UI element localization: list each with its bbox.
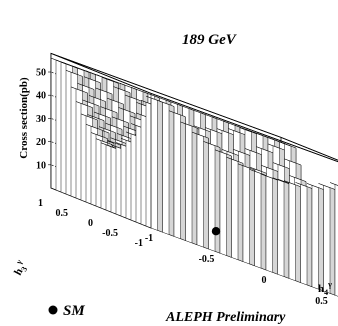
lego-bar <box>157 100 175 237</box>
lego-bars <box>50 57 338 297</box>
sm-legend-marker <box>48 305 58 315</box>
energy-label: 189 GeV <box>182 32 238 48</box>
sm-legend-label: SM <box>63 303 85 319</box>
z-tick-label: 20 <box>36 137 46 148</box>
h3-tick-label: 0.5 <box>56 208 69 219</box>
lego-bar <box>272 177 290 279</box>
z-tick-label: 10 <box>36 160 46 171</box>
z-axis-title: Cross section(pb) <box>18 77 30 159</box>
preliminary-label: ALEPH Preliminary <box>165 310 286 325</box>
lego-bar <box>203 141 221 254</box>
h3-tick-label: 1 <box>38 198 43 209</box>
h4-tick-label: -0.5 <box>199 254 215 265</box>
lego-bar <box>226 156 244 262</box>
lego-bar <box>214 149 232 258</box>
sm-point <box>211 227 221 236</box>
top-frame <box>50 53 338 163</box>
h3-tick-label: 0 <box>88 218 93 229</box>
z-tick-label: 30 <box>36 114 46 125</box>
h3-axis-title: h3γ <box>9 258 31 278</box>
lego-bar <box>260 173 278 275</box>
h3-tick-label: -1 <box>135 238 143 249</box>
h3-tick-label: -0.5 <box>102 228 118 239</box>
lego-bar <box>191 131 209 250</box>
h4-tick-label: 0 <box>262 275 267 286</box>
lego-bar <box>237 163 255 267</box>
lego-bar <box>283 180 301 283</box>
top-front-edge <box>150 93 338 163</box>
lego-bar <box>306 183 324 292</box>
lego-bar <box>329 182 338 297</box>
lego-bar <box>168 110 186 241</box>
lego-bar <box>295 182 313 288</box>
axis-labels: 10 20 30 40 50 Cross section(pb) 1 0.5 0 -0.5 -1 -1… <box>9 32 332 325</box>
h4-tick-label: -1 <box>145 233 153 244</box>
lego-bar <box>180 121 198 246</box>
z-tick-label: 50 <box>36 68 46 79</box>
h4-tick-label: 0.5 <box>315 296 328 307</box>
h4-axis-title: h4γ <box>318 280 332 297</box>
lego-bar <box>318 183 336 296</box>
box-frame-front <box>150 93 338 228</box>
lego-bar <box>145 95 163 233</box>
lego-bar <box>249 169 267 271</box>
z-tick-label: 40 <box>36 91 46 102</box>
